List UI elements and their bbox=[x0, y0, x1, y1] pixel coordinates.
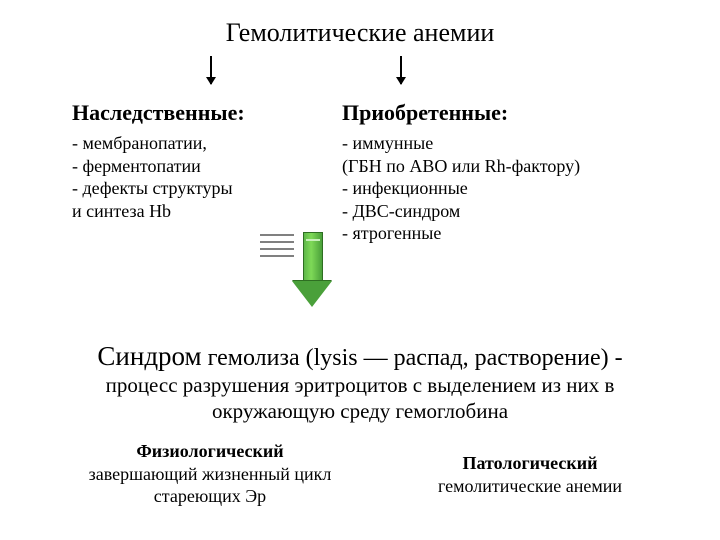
column-acquired: Приобретенные: - иммунные (ГБН по АВО ил… bbox=[342, 100, 580, 245]
syndrome-lead: Синдром bbox=[97, 341, 201, 371]
decorative-lines-icon bbox=[260, 234, 294, 262]
column-hereditary: Наследственные: - мембранопатии, - ферме… bbox=[72, 100, 245, 222]
list-item: - ДВС-синдром bbox=[342, 200, 580, 223]
bottom-physiological-line2: завершающий жизненный цикл bbox=[65, 463, 355, 486]
list-item: - ятрогенные bbox=[342, 222, 580, 245]
column-acquired-heading: Приобретенные: bbox=[342, 100, 580, 126]
column-hereditary-heading: Наследственные: bbox=[72, 100, 245, 126]
syndrome-rest: гемолиза (lysis — распад, растворение) - bbox=[202, 345, 623, 371]
list-item: (ГБН по АВО или Rh-фактору) bbox=[342, 155, 580, 178]
list-item: и синтеза Hb bbox=[72, 200, 245, 223]
column-acquired-body: - иммунные (ГБН по АВО или Rh-фактору) -… bbox=[342, 132, 580, 245]
column-hereditary-body: - мембранопатии, - ферментопатии - дефек… bbox=[72, 132, 245, 222]
big-arrow-down-icon bbox=[303, 232, 332, 307]
bottom-physiological-heading: Физиологический bbox=[65, 440, 355, 463]
bottom-pathological: Патологический гемолитические анемии bbox=[400, 452, 660, 497]
bottom-pathological-line2: гемолитические анемии bbox=[400, 475, 660, 498]
page-title: Гемолитические анемии bbox=[0, 18, 720, 48]
bottom-pathological-heading: Патологический bbox=[400, 452, 660, 475]
syndrome-line3: окружающую среду гемоглобина bbox=[0, 399, 720, 425]
bottom-physiological-line3: стареющих Эр bbox=[65, 485, 355, 508]
list-item: - ферментопатии bbox=[72, 155, 245, 178]
list-item: - иммунные bbox=[342, 132, 580, 155]
list-item: - дефекты структуры bbox=[72, 177, 245, 200]
arrow-left-icon bbox=[210, 56, 212, 84]
syndrome-line1: Синдром гемолиза (lysis — распад, раство… bbox=[0, 340, 720, 373]
list-item: - мембранопатии, bbox=[72, 132, 245, 155]
bottom-physiological: Физиологический завершающий жизненный ци… bbox=[65, 440, 355, 508]
syndrome-block: Синдром гемолиза (lysis — распад, раство… bbox=[0, 340, 720, 424]
list-item: - инфекционные bbox=[342, 177, 580, 200]
arrow-right-icon bbox=[400, 56, 402, 84]
syndrome-line2: процесс разрушения эритроцитов с выделен… bbox=[0, 373, 720, 399]
